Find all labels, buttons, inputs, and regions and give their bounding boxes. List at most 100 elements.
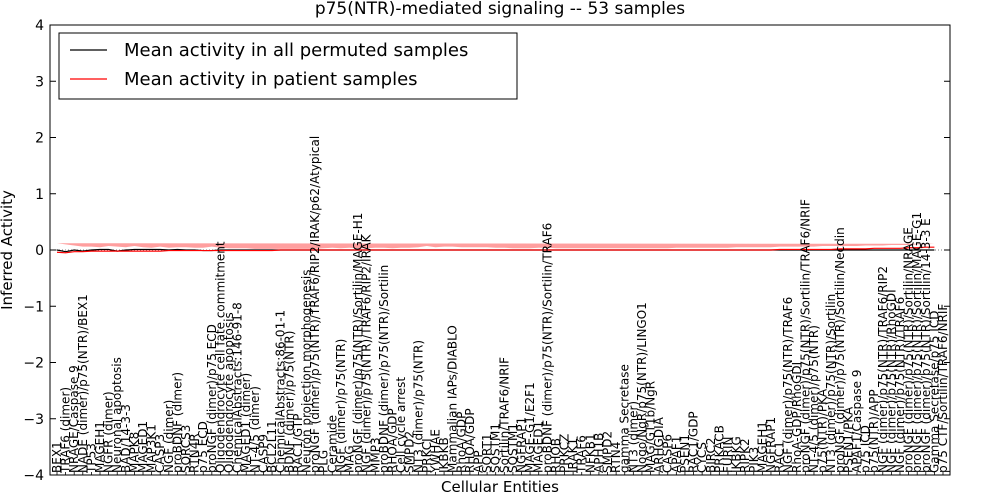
x-tick-label: ChemicalAbstracts:86-01-1 xyxy=(274,310,288,473)
x-tick-label: NGF (dimer) xyxy=(162,400,176,473)
x-tick-label: RAC1 xyxy=(773,441,787,473)
x-tick-label: NT-4/5 (dimer)/p75(NTR) xyxy=(807,325,821,473)
x-tick-label: SORT1 xyxy=(480,434,494,473)
x-tick-label: BIRC2 xyxy=(704,437,718,473)
x-tick-label: proNGF (dimer)/p75(NTR)/Sortilin/MAGE-H1 xyxy=(351,213,365,473)
x-tick-label: NGF (dimer)/p75(NTR) xyxy=(334,339,348,473)
x-tick-label: CASP6 xyxy=(661,434,675,473)
x-tick-label: PRKCI xyxy=(420,438,434,473)
x-tick-label: MAGED1 xyxy=(532,421,546,473)
x-tick-label: MAGED1 (dimer) xyxy=(239,373,253,473)
x-tick-label: Neuronal apoptosis xyxy=(110,357,124,473)
x-tick-label: MAG/GT1b/NgR xyxy=(644,381,658,473)
x-tick-label: PLG xyxy=(317,450,331,473)
x-tick-label: MAPK8 xyxy=(127,432,141,473)
x-tick-label: RAC1/GTP xyxy=(291,414,305,473)
plot-frame xyxy=(49,24,951,476)
chart-title: p75(NTR)-mediated signaling -- 53 sample… xyxy=(315,0,685,19)
series-lines xyxy=(56,246,935,254)
x-tick-label: NGFR (dimer) xyxy=(102,391,116,473)
x-tick-label: MMP3 xyxy=(368,437,382,473)
x-tick-label: proNGF (dimer)/p75(NTR)/Sortilin/14-3-3 … xyxy=(919,218,933,473)
x-tick-label: Cell cycle arrest xyxy=(394,377,408,473)
x-tick-label: MAGEH1 xyxy=(755,421,769,473)
x-tick-label: BEX1 xyxy=(50,441,64,473)
x-tick-label: MAP3K1 xyxy=(145,424,159,473)
x-tick-label: RhoA-GDP/RhoGDI xyxy=(790,362,804,473)
x-tick-label: CYCS xyxy=(695,442,709,473)
y-tick-label: 2 xyxy=(35,131,44,147)
x-tick-label: RAC1/GDP xyxy=(687,411,701,473)
x-tick-label: SORCS3 xyxy=(179,425,193,473)
x-tick-label: RIPK2 xyxy=(738,438,752,473)
x-tick-label: NADE (dimer)/p75(NTR)/BEX1 xyxy=(76,294,90,473)
x-tick-label: proNGF (dimer)/p75(NTR)/Sortilin/Necdin xyxy=(833,227,847,473)
y-tick-label: −3 xyxy=(23,412,44,428)
y-tick-label: 1 xyxy=(35,187,44,203)
x-tick-label: gamma Secretase xyxy=(618,364,632,473)
x-tick-label: SQSTM1 xyxy=(506,423,520,473)
x-tick-label: proNGF (dimer)/p75 ECD xyxy=(205,324,219,473)
x-tick-label: BDNF (dimer)/p75(NTR) xyxy=(282,331,296,473)
x-tick-label: MAGED1 xyxy=(136,421,150,473)
legend-label-patient: Mean activity in patient samples xyxy=(124,69,418,90)
x-tick-label: PSEN1 xyxy=(678,434,692,473)
x-tick-label: Sortilin/TRAF6/NRIF xyxy=(497,357,511,473)
x-tick-label: PSEN1/PKA xyxy=(841,406,855,473)
x-tick-label: RTN4R xyxy=(188,433,202,473)
y-tick-label: 4 xyxy=(35,18,44,34)
x-axis-label: Cellular Entities xyxy=(441,478,559,496)
x-tick-label: Oligodendrocyte cell fate commitment xyxy=(213,241,227,473)
x-tick-label: APAF1/Caspase 9 xyxy=(850,369,864,473)
x-tick-label: Ceramide xyxy=(325,415,339,473)
x-tick-label: Neuron projection morphogenesis xyxy=(299,270,313,474)
legend-box xyxy=(58,32,518,100)
x-tick-label: MAGE-G1/E2F1 xyxy=(523,382,537,473)
x-tick-label: PIK3 xyxy=(747,447,761,473)
y-tick-label: 3 xyxy=(35,74,44,90)
x-tick-label: NT-4/5 (dimer) xyxy=(248,386,262,473)
x-tick-label: PRKCZ xyxy=(558,434,572,473)
x-tick-label: NGFRAP1 xyxy=(764,417,778,473)
x-tick-label: proNGF (dimer)/p75(NTR)/Sortilin/NRAGE xyxy=(902,227,916,473)
x-tick-label: NGFRAP1 xyxy=(515,417,529,473)
x-tick-label: TRAF6 xyxy=(575,435,589,474)
x-tick-label: Oligodendrocyte apoptosis xyxy=(222,312,236,473)
x-tick-label: MAG xyxy=(342,445,356,473)
x-tick-label: proNGF (dimer)/p75(NTR)/Sortilin/TRAF6/N… xyxy=(798,199,812,473)
legend-label-permuted: Mean activity in all permuted samples xyxy=(124,40,468,61)
x-tick-label: NGF (dimer)/p75(NTR)/TRAF6/RIP2 xyxy=(876,266,890,473)
x-tick-label: YWHAE xyxy=(428,429,442,474)
x-tick-label: CASP9 xyxy=(256,434,270,473)
x-tick-label: ChemicalAbstracts:146-91-8 xyxy=(231,302,245,473)
x-tick-label: NGF (dimer)/p75(NTR)/TRAF6 xyxy=(893,297,907,473)
x-tick-label: TP53 xyxy=(84,443,98,474)
x-tick-label: p75 ICD xyxy=(859,425,873,473)
x-tick-label: NFKB1 xyxy=(583,433,597,473)
x-tick-label: NT3 (dimer)/p75(NTR)/Sortilin xyxy=(824,294,838,473)
x-tick-label: NT3 (dimer) xyxy=(626,401,640,473)
x-tick-label: IRAK1 xyxy=(566,438,580,473)
x-tick-label: NGF (dimer)/p75(NTR)/TRAF6/RIP2/IRAK xyxy=(360,233,374,473)
x-tick-label: RHOA/GDP xyxy=(385,408,399,473)
x-tick-label: RTN4 xyxy=(609,442,623,473)
y-axis-label: Inferred Activity xyxy=(0,190,16,310)
x-tick-label: APH1B xyxy=(592,433,606,473)
series-line-patient xyxy=(56,246,935,254)
x-tick-label: FURIN xyxy=(721,436,735,473)
x-tick-label: RHOB xyxy=(549,438,563,473)
x-tick-label: proBDNF (dimer) xyxy=(170,372,184,473)
spread-bands xyxy=(57,243,935,249)
x-tick-label: proBDNF (dimer)/p75(NTR)/Sortilin/TRAF6 xyxy=(540,223,554,473)
y-tick-label: −1 xyxy=(23,299,44,315)
x-tick-label: Gamma Secretase/p75 ICD xyxy=(927,311,941,473)
x-tick-label: NRAGE/Caspase 9 xyxy=(67,365,81,473)
x-tick-label: IKBKB xyxy=(437,437,451,473)
x-tick-label: RHOA/GDP xyxy=(463,408,477,473)
x-tick-label: APP xyxy=(472,450,486,473)
x-tick-label: Nogo/NgR/p75(NTR)/LINGO1 xyxy=(635,302,649,473)
y-tick-label: 0 xyxy=(35,243,44,259)
x-tick-label: CASP3 xyxy=(153,434,167,473)
